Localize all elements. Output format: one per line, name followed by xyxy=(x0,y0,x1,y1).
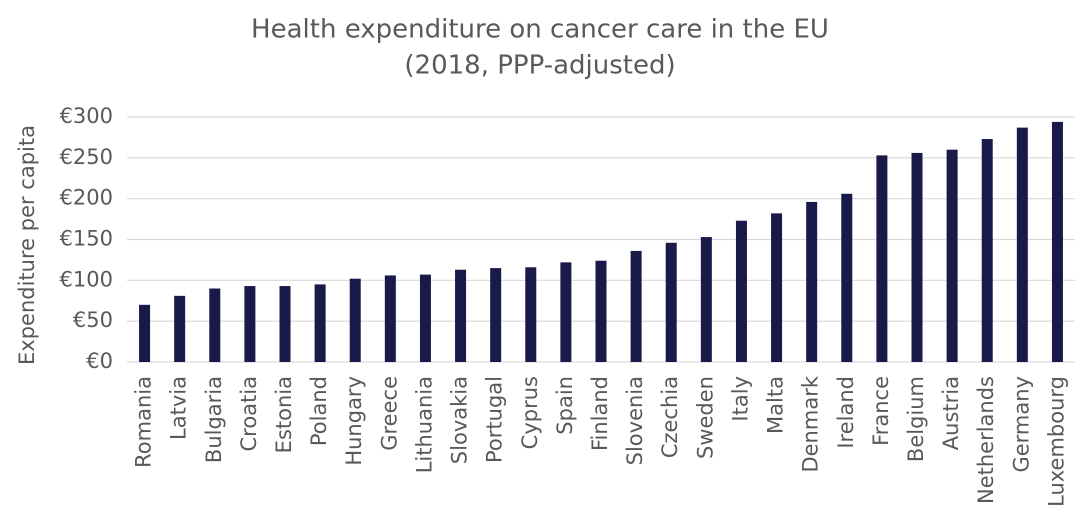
x-tick-label: Ireland xyxy=(834,376,858,449)
x-tick-label: Belgium xyxy=(904,376,928,462)
x-tick-label: Estonia xyxy=(272,376,296,453)
bar xyxy=(735,220,747,362)
x-tick-label: Hungary xyxy=(342,376,366,466)
bar xyxy=(806,201,818,362)
bar xyxy=(384,275,396,362)
bar xyxy=(1016,127,1028,362)
bar xyxy=(139,304,151,362)
x-tick-label: Finland xyxy=(588,376,612,451)
bar xyxy=(525,267,537,362)
bar xyxy=(560,262,572,362)
x-tick-label: Slovenia xyxy=(623,376,647,465)
bar xyxy=(911,152,923,362)
x-tick-label: Cyprus xyxy=(518,376,542,449)
x-tick-label: Greece xyxy=(377,376,401,451)
y-tick-label: €200 xyxy=(60,186,113,210)
bar xyxy=(630,250,642,362)
x-tick-label: Denmark xyxy=(799,375,823,472)
x-tick-label: Czechia xyxy=(658,376,682,458)
x-tick-label: Germany xyxy=(1009,376,1033,473)
x-tick-label: France xyxy=(869,376,893,446)
x-tick-label: Italy xyxy=(728,376,752,422)
bar xyxy=(244,286,256,362)
bar xyxy=(174,295,186,362)
chart-subtitle: (2018, PPP-adjusted) xyxy=(404,51,675,81)
bar xyxy=(490,268,502,362)
y-tick-label: €150 xyxy=(60,227,113,251)
bar xyxy=(349,278,361,362)
bar xyxy=(314,284,326,362)
x-tick-label: Lithuania xyxy=(412,376,436,473)
bar xyxy=(981,139,993,362)
x-tick-label: Romania xyxy=(132,376,156,468)
x-tick-label: Slovakia xyxy=(448,376,472,464)
x-tick-label: Portugal xyxy=(483,376,507,463)
x-tick-label: Luxembourg xyxy=(1044,376,1068,507)
y-tick-label: €100 xyxy=(60,267,113,291)
bar xyxy=(665,242,677,362)
bar xyxy=(771,213,783,362)
x-tick-label: Croatia xyxy=(237,376,261,452)
y-tick-label: €50 xyxy=(73,308,113,332)
bar xyxy=(595,260,607,362)
bar xyxy=(700,237,712,362)
y-tick-label: €0 xyxy=(86,349,113,373)
x-tick-label: Netherlands xyxy=(974,376,998,504)
x-tick-label: Bulgaria xyxy=(202,376,226,463)
y-tick-label: €300 xyxy=(60,104,113,128)
bar xyxy=(279,286,291,362)
x-tick-label: Austria xyxy=(939,376,963,450)
y-axis-label: Expenditure per capita xyxy=(15,125,39,365)
y-tick-label: €250 xyxy=(60,145,113,169)
bar xyxy=(419,274,431,362)
x-tick-label: Spain xyxy=(553,376,577,435)
x-tick-label: Poland xyxy=(307,376,331,446)
bar xyxy=(841,193,853,362)
x-tick-label: Latvia xyxy=(167,376,191,440)
bar xyxy=(1051,121,1063,363)
x-tick-label: Sweden xyxy=(693,376,717,459)
bar xyxy=(209,288,221,362)
chart-title: Health expenditure on cancer care in the… xyxy=(251,15,829,45)
x-tick-label: Malta xyxy=(764,376,788,434)
bar xyxy=(946,149,958,362)
bar xyxy=(455,269,467,362)
bar xyxy=(876,155,888,362)
